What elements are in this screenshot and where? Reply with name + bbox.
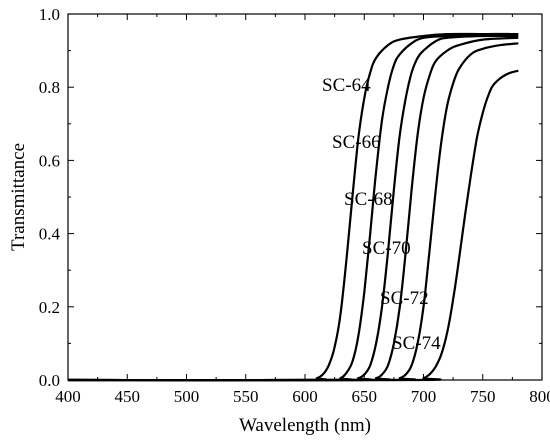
curve-label-sc-66: SC-66 <box>332 132 381 153</box>
series-line-sc-66 <box>67 32 519 382</box>
x-tick-label: 750 <box>470 387 496 406</box>
y-axis-title: Transmittance <box>8 143 29 251</box>
x-tick-label: 450 <box>115 387 141 406</box>
x-tick-label: 500 <box>174 387 200 406</box>
y-tick-label: 1.0 <box>39 5 60 24</box>
series-line-sc-72 <box>67 42 519 382</box>
x-tick-label: 600 <box>292 387 318 406</box>
y-tick-label: 0.0 <box>39 371 60 390</box>
y-tick-label: 0.8 <box>39 78 60 97</box>
y-tick-label: 0.2 <box>39 298 60 317</box>
chart-marks: SC-64 SC-66 SC-68 SC-70 SC-72 SC-74 <box>67 32 519 382</box>
plot-frame <box>67 13 543 381</box>
curve-label-sc-70: SC-70 <box>362 238 411 259</box>
x-tick-label: 800 <box>529 387 550 406</box>
curve-label-sc-68: SC-68 <box>344 189 393 210</box>
x-tick-label: 650 <box>352 387 378 406</box>
x-tick-label: 550 <box>233 387 259 406</box>
x-tick-label: 700 <box>411 387 437 406</box>
y-tick-label: 0.6 <box>39 151 60 170</box>
curve-label-sc-74: SC-74 <box>392 333 441 354</box>
series-line-sc-70 <box>67 36 519 382</box>
series-line-sc-68 <box>67 34 519 382</box>
y-tick-label: 0.4 <box>39 225 61 244</box>
curve-label-sc-64: SC-64 <box>322 75 371 96</box>
series-line-sc-74 <box>67 69 519 382</box>
axis-ticks: 400 450 500 550 600 650 700 750 800 0.0 0.2 0.4 0.6 0… <box>39 5 550 406</box>
curve-label-sc-72: SC-72 <box>380 288 429 309</box>
series-line-sc-64 <box>67 32 519 382</box>
x-axis-title: Wavelength (nm) <box>239 415 371 436</box>
x-tick-label: 400 <box>55 387 81 406</box>
